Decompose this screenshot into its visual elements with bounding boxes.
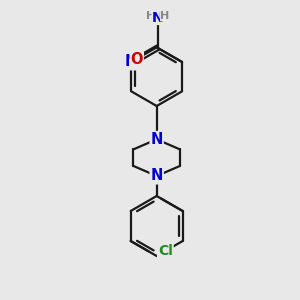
Text: N: N	[152, 11, 163, 25]
Text: Cl: Cl	[158, 244, 173, 258]
Text: O: O	[130, 52, 143, 67]
Text: N: N	[125, 55, 137, 70]
Text: H: H	[160, 11, 170, 21]
Text: N: N	[151, 132, 163, 147]
Text: N: N	[151, 169, 163, 184]
Text: H: H	[146, 11, 155, 21]
